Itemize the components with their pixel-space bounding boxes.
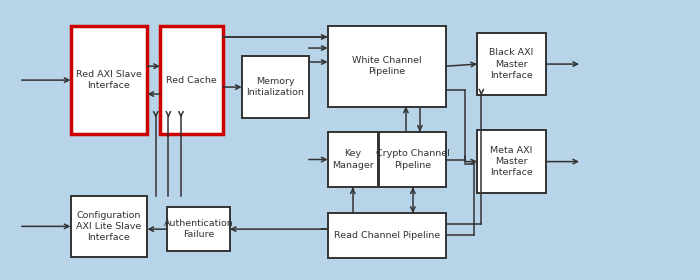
Text: Black AXI
Master
Interface: Black AXI Master Interface (489, 48, 533, 80)
FancyBboxPatch shape (477, 33, 545, 95)
FancyBboxPatch shape (379, 132, 447, 187)
Text: Key
Manager: Key Manager (332, 150, 374, 170)
Text: Meta AXI
Master
Interface: Meta AXI Master Interface (490, 146, 533, 177)
FancyBboxPatch shape (71, 26, 148, 134)
Text: Red Cache: Red Cache (166, 76, 217, 85)
FancyBboxPatch shape (328, 213, 447, 258)
FancyBboxPatch shape (167, 207, 230, 251)
Text: White Channel
Pipeline: White Channel Pipeline (352, 56, 422, 76)
Text: Read Channel Pipeline: Read Channel Pipeline (334, 231, 440, 240)
FancyBboxPatch shape (328, 132, 378, 187)
FancyBboxPatch shape (477, 130, 545, 193)
FancyBboxPatch shape (328, 26, 447, 107)
FancyBboxPatch shape (71, 196, 148, 257)
Text: Authentication
Failure: Authentication Failure (164, 219, 233, 239)
Text: Red AXI Slave
Interface: Red AXI Slave Interface (76, 70, 142, 90)
Text: Memory
Initialization: Memory Initialization (246, 77, 304, 97)
Text: Configuration
AXI Lite Slave
Interface: Configuration AXI Lite Slave Interface (76, 211, 141, 242)
FancyBboxPatch shape (160, 26, 223, 134)
FancyBboxPatch shape (241, 56, 309, 118)
Text: Crypto Channel
Pipeline: Crypto Channel Pipeline (376, 150, 450, 170)
